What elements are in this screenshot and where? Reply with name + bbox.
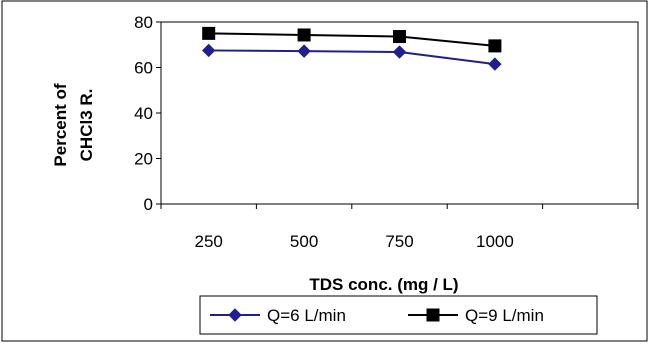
- x-tick-label: 750: [385, 232, 413, 251]
- data-point: [297, 28, 311, 42]
- series-line: [208, 49, 496, 66]
- legend-swatch-marker: [426, 308, 440, 322]
- legend: Q=6 L/min Q=9 L/min: [199, 295, 598, 335]
- series-line: [208, 32, 495, 47]
- x-tick-label: 250: [195, 232, 223, 251]
- legend-label: Q=6 L/min: [267, 306, 346, 325]
- data-point: [488, 57, 502, 71]
- x-tick-label: 1000: [476, 232, 514, 251]
- y-tick-label: 0: [144, 195, 153, 214]
- data-point: [488, 39, 502, 53]
- legend-swatch-marker: [228, 308, 242, 322]
- legend-box: [199, 295, 598, 335]
- x-tick-label: 500: [290, 232, 318, 251]
- y-tick-label: 60: [134, 59, 153, 78]
- data-point: [297, 44, 311, 58]
- data-point: [392, 45, 407, 59]
- y-axis-label-line2: CHCl3 R.: [77, 89, 96, 162]
- legend-label: Q=9 L/min: [465, 306, 544, 325]
- legend-item-1: Q=6 L/min: [210, 306, 346, 325]
- data-point: [201, 43, 216, 58]
- y-tick-label: 80: [134, 13, 153, 32]
- legend-item-2: Q=9 L/min: [408, 306, 544, 325]
- series-1: [201, 43, 502, 71]
- data-point: [393, 30, 406, 44]
- y-tick-label: 20: [134, 150, 153, 169]
- data-point: [202, 26, 216, 40]
- x-axis-label: TDS conc. (mg / L): [309, 275, 458, 294]
- y-tick-label: 40: [134, 104, 153, 123]
- y-axis-label-line1: Percent of: [51, 83, 70, 166]
- series-2: [202, 26, 502, 53]
